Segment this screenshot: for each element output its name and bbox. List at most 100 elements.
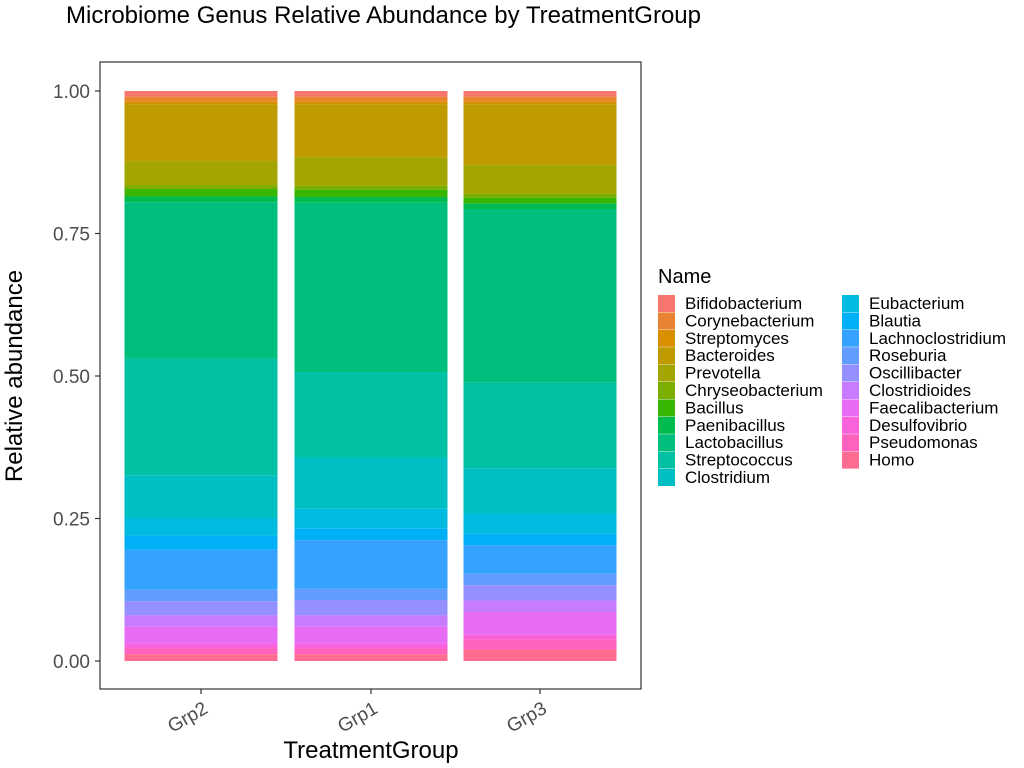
segment-grp2-lachnoclostridium — [124, 549, 278, 590]
legend-item-bacillus: Bacillus — [658, 398, 744, 417]
legend-key — [658, 364, 675, 382]
segment-grp3-faecalibacterium — [463, 611, 617, 635]
segment-grp3-corynebacterium — [463, 96, 617, 102]
segment-grp1-streptomyces — [294, 101, 448, 105]
legend-item-prevotella: Prevotella — [658, 364, 761, 383]
legend-label: Clostridioides — [869, 381, 971, 400]
x-axis-title: TreatmentGroup — [283, 737, 458, 764]
segment-grp2-pseudomonas — [124, 648, 278, 655]
legend-item-streptococcus: Streptococcus — [658, 451, 793, 470]
segment-grp3-eubacterium — [463, 513, 617, 534]
legend-label: Homo — [869, 451, 914, 470]
segment-grp1-bifidobacterium — [294, 91, 448, 97]
segment-grp3-roseburia — [463, 573, 617, 586]
segment-grp3-paenibacillus — [463, 203, 617, 209]
legend-key — [658, 469, 675, 486]
segment-grp3-streptomyces — [463, 101, 617, 105]
legend-label: Prevotella — [685, 364, 761, 383]
segment-grp1-roseburia — [294, 588, 448, 601]
legend-label: Streptomyces — [685, 329, 789, 348]
legend-item-streptomyces: Streptomyces — [658, 329, 789, 348]
segment-grp2-oscillibacter — [124, 601, 278, 616]
segment-grp2-prevotella — [124, 161, 278, 186]
segment-grp1-lachnoclostridium — [294, 540, 448, 589]
legend-key — [658, 382, 675, 399]
segment-grp2-bacillus — [124, 189, 278, 197]
legend: Name BifidobacteriumCorynebacteriumStrep… — [658, 266, 1006, 487]
segment-grp3-homo — [463, 649, 617, 661]
legend-key — [842, 434, 859, 452]
segment-grp2-roseburia — [124, 589, 278, 602]
legend-label: Bacillus — [685, 398, 744, 417]
legend-key — [842, 416, 859, 434]
segment-grp1-eubacterium — [294, 508, 448, 529]
legend-label: Lachnoclostridium — [869, 329, 1006, 348]
segment-grp3-clostridium — [463, 468, 617, 514]
segment-grp3-pseudomonas — [463, 639, 617, 650]
segment-grp3-lactobacillus — [463, 208, 617, 383]
legend-item-lachnoclostridium: Lachnoclostridium — [842, 329, 1006, 348]
segment-grp2-streptomyces — [124, 101, 278, 105]
segment-grp3-desulfovibrio — [463, 634, 617, 640]
segment-grp2-blautia — [124, 535, 278, 550]
segment-grp1-oscillibacter — [294, 600, 448, 616]
segment-grp3-oscillibacter — [463, 585, 617, 601]
segment-grp1-blautia — [294, 528, 448, 541]
segment-grp2-clostridium — [124, 475, 278, 519]
legend-item-homo: Homo — [842, 451, 914, 470]
bars-group — [124, 91, 617, 661]
segment-grp2-corynebacterium — [124, 96, 278, 102]
legend-key — [658, 434, 675, 452]
segment-grp2-streptococcus — [124, 358, 278, 476]
y-tick-label: 0.00 — [53, 652, 90, 673]
legend-label: Faecalibacterium — [869, 398, 998, 417]
legend-item-paenibacillus: Paenibacillus — [658, 416, 785, 435]
legend-label: Chryseobacterium — [685, 381, 823, 400]
legend-label: Corynebacterium — [685, 311, 814, 330]
y-tick-label: 0.50 — [53, 367, 90, 388]
legend-label: Paenibacillus — [685, 416, 785, 435]
legend-key — [842, 382, 859, 399]
bar-grp2 — [124, 91, 278, 661]
segment-grp2-chryseobacterium — [124, 185, 278, 190]
segment-grp3-lachnoclostridium — [463, 545, 617, 574]
legend-key — [842, 347, 859, 365]
legend-item-corynebacterium: Corynebacterium — [658, 311, 814, 330]
legend-item-faecalibacterium: Faecalibacterium — [842, 398, 998, 417]
x-axis: Grp2 Grp1 Grp3 — [164, 689, 551, 737]
legend-key — [842, 295, 859, 312]
segment-grp1-bacteroides — [294, 104, 448, 158]
y-axis-title: Relative abundance — [1, 270, 28, 482]
bar-grp1 — [294, 91, 448, 661]
segment-grp2-faecalibacterium — [124, 626, 278, 644]
segment-grp1-paenibacillus — [294, 197, 448, 203]
legend-key — [842, 312, 859, 330]
legend-item-pseudomonas: Pseudomonas — [842, 433, 978, 452]
segment-grp2-clostridioides — [124, 615, 278, 627]
segment-grp2-lactobacillus — [124, 202, 278, 359]
legend-label: Oscillibacter — [869, 364, 962, 383]
segment-grp1-clostridioides — [294, 615, 448, 627]
x-tick-label-grp3: Grp3 — [503, 698, 550, 737]
legend-label: Clostridium — [685, 468, 770, 487]
segment-grp1-homo — [294, 654, 448, 661]
segment-grp2-bacteroides — [124, 104, 278, 162]
segment-grp3-bifidobacterium — [463, 91, 617, 97]
segment-grp1-pseudomonas — [294, 648, 448, 655]
x-tick-label-grp2: Grp2 — [164, 698, 211, 737]
legend-key — [658, 347, 675, 365]
segment-grp3-bacteroides — [463, 104, 617, 166]
segment-grp2-homo — [124, 654, 278, 661]
legend-key — [658, 312, 675, 330]
legend-item-roseburia: Roseburia — [842, 346, 947, 365]
legend-item-clostridium: Clostridium — [658, 468, 770, 487]
legend-label: Eubacterium — [869, 294, 964, 313]
segment-grp1-streptococcus — [294, 372, 448, 458]
legend-item-bacteroides: Bacteroides — [658, 346, 775, 365]
segment-grp1-faecalibacterium — [294, 626, 448, 644]
legend-key — [658, 329, 675, 347]
legend-label: Blautia — [869, 311, 922, 330]
segment-grp1-clostridium — [294, 457, 448, 509]
legend-key — [842, 451, 859, 469]
